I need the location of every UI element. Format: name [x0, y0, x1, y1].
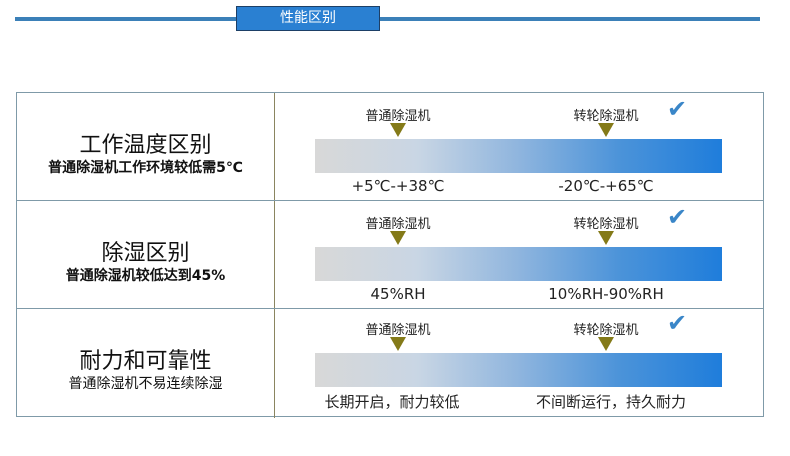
- label-normal: 普通除湿机: [365, 323, 431, 338]
- label-normal: 普通除湿机: [365, 109, 431, 124]
- comparison-table: 工作温度区别 普通除湿机工作环境较低需5℃ 普通除湿机 转轮除湿机 ✔ +5℃-…: [16, 92, 764, 418]
- row-header: 耐力和可靠性 普通除湿机不易连续除湿: [17, 309, 275, 418]
- table-row: 除湿区别 普通除湿机较低达到45% 普通除湿机 转轮除湿机 ✔ 45%RH 10…: [17, 201, 763, 309]
- section-title: 性能区别: [236, 6, 380, 31]
- label-normal: 普通除湿机: [365, 217, 431, 232]
- label-rotary: 转轮除湿机: [573, 323, 639, 338]
- triangle-down-icon: [598, 337, 614, 351]
- row-header: 除湿区别 普通除湿机较低达到45%: [17, 201, 275, 308]
- gradient-bar: [315, 139, 722, 173]
- triangle-down-icon: [598, 231, 614, 245]
- header-divider: [15, 17, 760, 21]
- gradient-bar: [315, 353, 722, 387]
- table-row: 工作温度区别 普通除湿机工作环境较低需5℃ 普通除湿机 转轮除湿机 ✔ +5℃-…: [17, 93, 763, 201]
- gradient-bar: [315, 247, 722, 281]
- value-rotary: 10%RH-90%RH: [548, 285, 664, 303]
- value-normal: 长期开启，耐力较低: [324, 393, 460, 411]
- row-title: 除湿区别: [101, 241, 190, 266]
- value-rotary: -20℃-+65℃: [558, 177, 654, 195]
- row-subtitle: 普通除湿机工作环境较低需5℃: [48, 160, 243, 176]
- row-header: 工作温度区别 普通除湿机工作环境较低需5℃: [17, 93, 275, 200]
- label-rotary: 转轮除湿机: [573, 109, 639, 124]
- row-title: 工作温度区别: [79, 133, 212, 158]
- checkmark-icon: ✔: [667, 309, 688, 337]
- checkmark-icon: ✔: [667, 95, 688, 123]
- triangle-down-icon: [390, 231, 406, 245]
- row-title: 耐力和可靠性: [79, 349, 212, 374]
- value-rotary: 不间断运行，持久耐力: [535, 393, 687, 411]
- label-rotary: 转轮除湿机: [573, 217, 639, 232]
- value-normal: 45%RH: [370, 285, 426, 303]
- row-subtitle: 普通除湿机不易连续除湿: [68, 376, 223, 392]
- table-row: 耐力和可靠性 普通除湿机不易连续除湿 普通除湿机 转轮除湿机 ✔ 长期开启，耐力…: [17, 309, 763, 418]
- checkmark-icon: ✔: [667, 203, 688, 231]
- triangle-down-icon: [390, 123, 406, 137]
- value-normal: +5℃-+38℃: [351, 177, 445, 195]
- row-subtitle: 普通除湿机较低达到45%: [65, 268, 226, 284]
- triangle-down-icon: [598, 123, 614, 137]
- triangle-down-icon: [390, 337, 406, 351]
